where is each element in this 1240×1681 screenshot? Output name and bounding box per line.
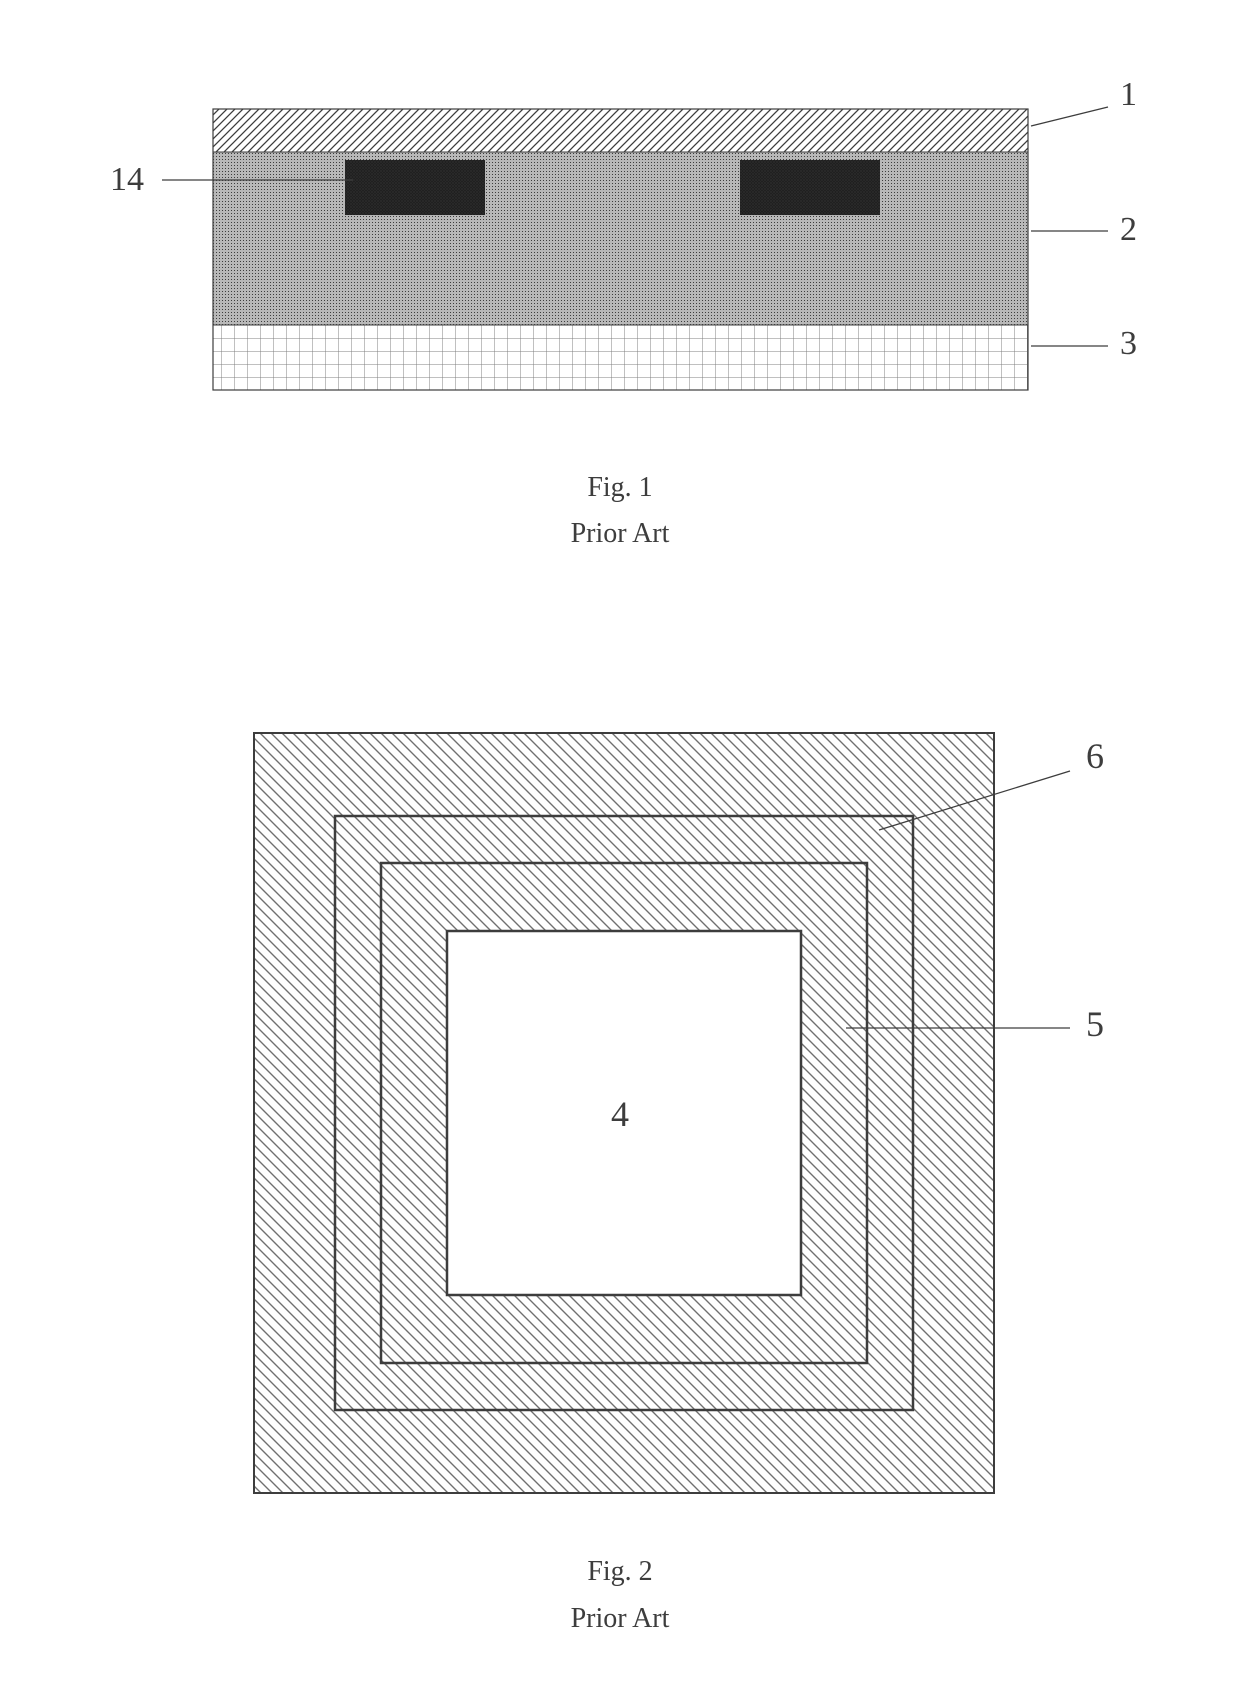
- dark-left: [345, 160, 485, 215]
- fig2: 4 6 5: [254, 733, 1104, 1493]
- callout-label: 5: [1086, 1004, 1104, 1044]
- callout-label: 2: [1120, 211, 1137, 248]
- fig2-subcaption: Prior Art: [0, 1603, 1240, 1635]
- fig1-caption: Fig. 1: [0, 472, 1240, 504]
- leader-line: [1031, 107, 1108, 126]
- dark-right: [740, 160, 880, 215]
- callout-label: 6: [1086, 736, 1104, 776]
- center-label: 4: [611, 1094, 629, 1134]
- fig1: 1 2 3 14: [110, 76, 1137, 390]
- callout-label: 1: [1120, 76, 1137, 113]
- fig1-subcaption: Prior Art: [0, 518, 1240, 550]
- diagram-canvas: 1 2 3 14 4 6 5: [0, 0, 1240, 1681]
- fig2-caption: Fig. 2: [0, 1556, 1240, 1588]
- page: 1 2 3 14 4 6 5 Fig. 1 Prior Art Fig. 2 Prior A…: [0, 0, 1240, 1681]
- callout-label: 14: [110, 161, 144, 198]
- callout-label: 3: [1120, 325, 1137, 362]
